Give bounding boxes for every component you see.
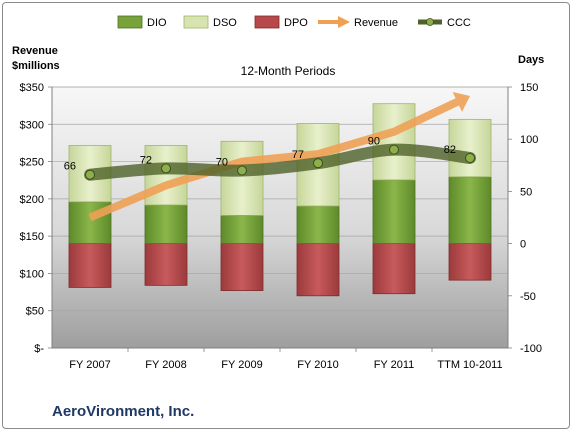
dio-bar (372, 179, 416, 244)
ccc-data-label: 72 (140, 154, 152, 166)
ccc-data-label: 82 (444, 144, 456, 156)
dio-bar (144, 204, 188, 244)
dpo-bar (296, 243, 340, 297)
left-tick-label: $350 (20, 82, 44, 94)
legend-swatch-dso (183, 15, 209, 29)
ccc-data-label: 66 (64, 161, 76, 173)
dpo-bar (144, 243, 188, 286)
ccc-point (85, 169, 95, 180)
right-tick-label: 100 (520, 134, 538, 146)
revenue-arrowhead (452, 91, 470, 112)
revenue-line (88, 98, 460, 222)
ccc-point (465, 152, 475, 163)
right-tick-label: -50 (520, 291, 536, 303)
legend: DIO DSO DPO Revenue CCC (117, 15, 471, 29)
legend-label-dio: DIO (147, 17, 167, 29)
right-axis-title: Days (518, 54, 544, 66)
left-tick-label: $100 (20, 268, 44, 280)
left-tick-label: $150 (20, 231, 44, 243)
label-layer: 66 72 70 77 90 82 (64, 136, 456, 173)
right-tick-label: 50 (520, 186, 532, 198)
x-tick-label: FY 2010 (297, 359, 338, 371)
left-tick-label: $- (34, 343, 44, 355)
x-tick-label: FY 2008 (145, 359, 186, 371)
ccc-point (161, 163, 171, 174)
dio-bar (448, 176, 492, 244)
ccc-point (313, 158, 323, 169)
legend-swatch-ccc (418, 18, 442, 26)
dpo-bar (220, 243, 264, 291)
ccc-point (237, 165, 247, 176)
dio-bar (220, 215, 264, 245)
ccc-point (389, 144, 399, 155)
plot-area (51, 86, 509, 349)
left-tick-label: $300 (20, 119, 44, 131)
left-axis-title-line2: $millions (12, 60, 60, 72)
dpo-bar (372, 243, 416, 295)
right-tick-label: -100 (520, 343, 542, 355)
legend-label-ccc: CCC (447, 17, 471, 29)
x-tick-label: TTM 10-2011 (437, 359, 502, 371)
dso-bar (372, 103, 416, 181)
legend-swatch-revenue (318, 16, 350, 28)
legend-label-revenue: Revenue (354, 17, 398, 29)
axis-layer: $- $50 $100 $150 $200 $250 $300 $350 -100 -50 0 50 1… (20, 82, 543, 371)
dso-bar (448, 118, 492, 178)
dso-bar (220, 140, 264, 216)
legend-swatch-dio (117, 15, 143, 29)
right-tick-label: 150 (520, 82, 538, 94)
left-tick-label: $50 (26, 306, 44, 318)
legend-swatch-dpo (254, 15, 280, 29)
x-tick-label: FY 2007 (69, 359, 110, 371)
left-axis-title-line1: Revenue (12, 45, 58, 57)
left-tick-label: $200 (20, 194, 44, 206)
legend-label-dpo: DPO (284, 17, 308, 29)
left-tick-label: $250 (20, 157, 44, 169)
right-tick-label: 0 (520, 239, 526, 251)
ccc-line (84, 143, 476, 181)
ccc-data-label: 90 (368, 136, 380, 148)
line-layer (84, 91, 476, 222)
grid-layer (52, 86, 508, 312)
x-tick-label: FY 2011 (374, 359, 415, 371)
ccc-data-label: 77 (292, 149, 304, 161)
legend-label-dso: DSO (213, 17, 237, 29)
x-tick-label: FY 2009 (221, 359, 262, 371)
dpo-bar (68, 243, 112, 288)
ccc-data-label: 70 (216, 157, 228, 169)
dpo-bar (448, 243, 492, 281)
chart-title: 12-Month Periods (241, 64, 336, 78)
dio-bar (296, 205, 340, 245)
company-name: AeroVironment, Inc. (52, 403, 195, 420)
